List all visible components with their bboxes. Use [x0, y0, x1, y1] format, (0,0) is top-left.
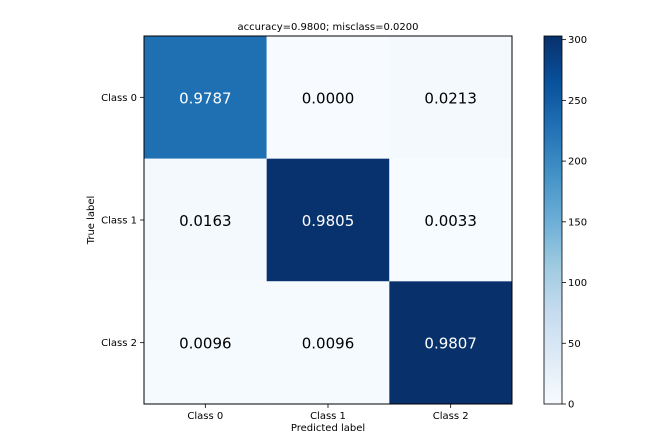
cell-labels: 0.9787 0.0000 0.0213 0.0163 0.9805 0.0033 0.00…: [179, 89, 477, 352]
colorbar-tick-label: 0: [568, 400, 574, 411]
x-axis-ticks: Class 0 Class 1 Class 2: [187, 404, 469, 422]
colorbar-tick-label: 100: [568, 278, 587, 289]
cell-value-r0-c0: 0.9787: [179, 89, 232, 107]
heatmap-cell-r1-c1: [266, 158, 390, 282]
colorbar-ticks: 0 50 100 150 200 250 300: [562, 35, 587, 411]
heatmap-cell-r1-c0: [144, 158, 267, 282]
y-axis-label: True label: [86, 196, 97, 246]
cell-value-r2-c1: 0.0096: [302, 335, 355, 353]
cell-value-r2-c0: 0.0096: [179, 335, 232, 353]
heatmap-cell-r2-c1: [266, 281, 390, 404]
cell-value-r0-c1: 0.0000: [302, 89, 355, 107]
y-tick-label: Class 1: [101, 216, 137, 227]
heatmap-cells: [144, 36, 512, 404]
heatmap-cell-r2-c2: [389, 281, 512, 404]
x-tick-label: Class 2: [433, 411, 469, 422]
x-axis-label: Predicted label: [291, 423, 365, 432]
chart-title: accuracy=0.9800; misclass=0.0200: [238, 22, 419, 33]
heatmap-cell-r1-c2: [389, 158, 512, 282]
colorbar: [543, 35, 563, 405]
colorbar-tick-label: 250: [568, 96, 587, 107]
heatmap-cell-r0-c2: [389, 36, 512, 159]
x-tick-label: Class 1: [310, 411, 346, 422]
colorbar-tick-label: 150: [568, 217, 587, 228]
cell-value-r1-c2: 0.0033: [424, 212, 477, 230]
colorbar-tick-label: 300: [568, 35, 587, 46]
heatmap-cell-r2-c0: [144, 281, 267, 404]
y-tick-label: Class 2: [101, 338, 137, 349]
colorbar-tick-label: 50: [568, 339, 581, 350]
y-axis-ticks: Class 0 Class 1 Class 2: [101, 93, 144, 349]
cell-value-r1-c1: 0.9805: [302, 212, 355, 230]
heatmap-cell-r0-c1: [266, 36, 390, 159]
colorbar-tick-label: 200: [568, 157, 587, 168]
heatmap-cell-r0-c0: [144, 36, 267, 159]
cell-value-r0-c2: 0.0213: [424, 89, 477, 107]
cell-value-r1-c0: 0.0163: [179, 212, 232, 230]
y-tick-label: Class 0: [101, 93, 137, 104]
x-tick-label: Class 0: [187, 411, 223, 422]
cell-value-r2-c2: 0.9807: [424, 335, 477, 353]
